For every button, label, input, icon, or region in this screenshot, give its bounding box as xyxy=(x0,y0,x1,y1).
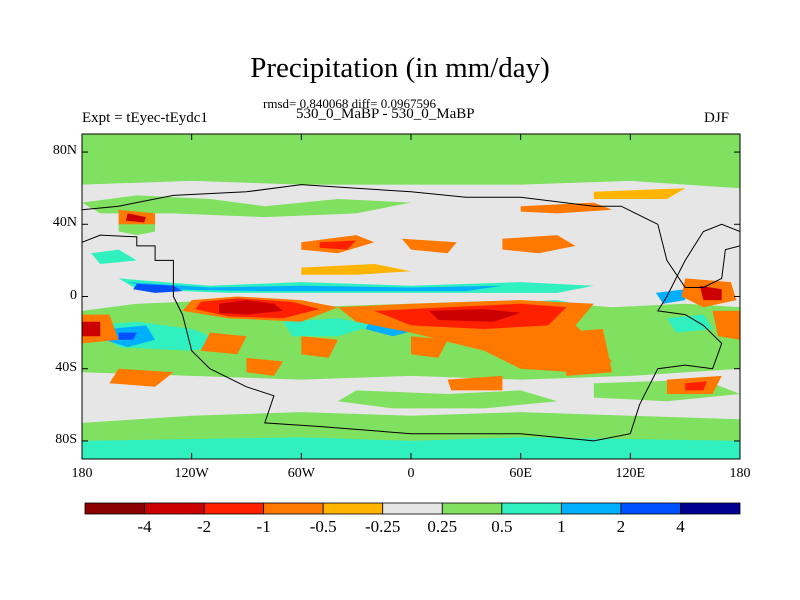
precip-region xyxy=(411,336,448,358)
colorbar-swatch xyxy=(680,502,741,515)
colorbar-swatch xyxy=(144,502,205,515)
precip-region xyxy=(200,332,247,355)
precip-region xyxy=(82,437,740,459)
colorbar-label: -2 xyxy=(196,517,212,536)
case-label: 530_0_MaBP - 530_0_MaBP xyxy=(296,106,475,122)
colorbar-label: -1 xyxy=(256,517,271,536)
x-tick-label: 120E xyxy=(615,466,646,481)
colorbar-swatch xyxy=(620,502,681,515)
precip-region xyxy=(655,289,686,304)
colorbar-label: 1 xyxy=(557,517,566,536)
y-tick-label: 80S xyxy=(55,431,77,447)
precip-region xyxy=(447,375,503,391)
precip-region xyxy=(401,238,457,254)
colorbar-label: 4 xyxy=(676,517,685,536)
precip-region xyxy=(82,195,411,218)
colorbar-label: -0.5 xyxy=(309,517,337,536)
y-tick-label: 80N xyxy=(52,143,77,159)
chart-title: Precipitation (in mm/day) xyxy=(250,52,550,84)
y-tick-label: 0 xyxy=(70,287,77,303)
precip-region xyxy=(109,368,174,387)
colorbar-label: -0.25 xyxy=(365,517,401,536)
precip-region xyxy=(283,318,375,337)
chart-stats: rmsd= 0.840068 diff= 0.0967596 xyxy=(263,96,436,111)
colorbar-label: -4 xyxy=(137,517,152,536)
y-tick-label: 40S xyxy=(55,359,77,375)
precip-region xyxy=(219,300,284,315)
precip-region xyxy=(593,188,686,199)
colorbar-swatch xyxy=(263,502,324,515)
colorbar-swatch xyxy=(441,502,503,515)
x-tick-label: 180 xyxy=(71,466,93,481)
precip-region xyxy=(127,282,503,292)
x-tick-label: 60W xyxy=(287,466,315,481)
precip-region xyxy=(125,213,146,223)
coastline xyxy=(82,184,740,442)
experiment-label: Expt = tEyec-tEydc1 xyxy=(82,110,208,126)
x-tick-label: 60E xyxy=(509,466,532,481)
precip-region xyxy=(666,314,713,333)
precip-region xyxy=(91,249,137,264)
precip-region xyxy=(557,329,613,376)
precip-region xyxy=(133,283,183,293)
axis-ticks xyxy=(81,134,741,459)
colorbar-swatch xyxy=(382,502,443,515)
colorbar-label: 0.5 xyxy=(491,517,513,536)
y-tick-label: 40N xyxy=(52,215,77,231)
x-tick-label: 0 xyxy=(407,466,415,481)
precip-region xyxy=(337,390,558,409)
colorbar-swatch xyxy=(84,502,145,515)
season-label: DJF xyxy=(704,110,730,126)
map-layer xyxy=(82,134,740,459)
precip-region xyxy=(82,134,740,189)
precip-region xyxy=(319,240,357,250)
x-tick-label: 120W xyxy=(174,466,209,481)
precip-region xyxy=(82,321,101,337)
precip-region xyxy=(118,332,137,340)
colorbar-label: 0.25 xyxy=(427,517,458,536)
colorbar xyxy=(84,502,741,515)
precip-region xyxy=(429,309,521,322)
precip-region xyxy=(685,381,708,391)
colorbar-swatch xyxy=(322,502,384,515)
precip-region xyxy=(699,285,722,301)
precip-region xyxy=(246,357,284,376)
colorbar-swatch xyxy=(203,502,265,515)
precip-region xyxy=(502,235,576,254)
x-tick-label: 180 xyxy=(729,466,751,481)
colorbar-swatch xyxy=(560,502,622,515)
precip-region xyxy=(301,336,338,358)
colorbar-label: 2 xyxy=(616,517,626,536)
colorbar-swatch xyxy=(501,502,562,515)
precip-region xyxy=(301,264,411,275)
precip-region xyxy=(712,310,740,340)
